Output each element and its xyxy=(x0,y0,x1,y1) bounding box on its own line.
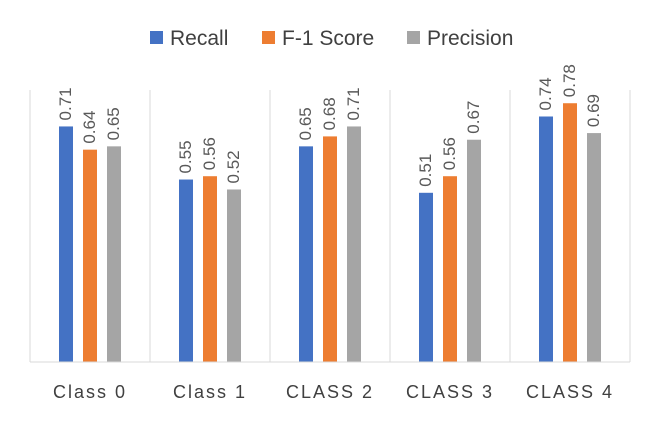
bar-f-1-score-class-1 xyxy=(203,176,217,362)
data-label-recall-class-2: 0.65 xyxy=(296,107,315,140)
data-label-f-1-score-class-1: 0.56 xyxy=(200,137,219,170)
bar-precision-class-0 xyxy=(107,146,121,362)
x-tick-label-class-0: Class 0 xyxy=(53,382,127,402)
bar-recall-class-4 xyxy=(539,116,553,363)
data-labels: 0.71 0.64 0.65 0.55 0.56 0.52 0.65 0.68 0.71 0.51… xyxy=(56,64,603,187)
bars xyxy=(59,103,601,363)
data-label-f-1-score-class-3: 0.56 xyxy=(440,137,459,170)
data-label-f-1-score-class-2: 0.68 xyxy=(320,97,339,130)
legend-swatch-precision xyxy=(407,31,420,44)
bar-recall-class-1 xyxy=(179,179,193,362)
x-tick-label-class-3: CLASS 3 xyxy=(406,382,494,402)
legend-label-recall: Recall xyxy=(170,27,228,50)
data-label-precision-class-0: 0.65 xyxy=(104,107,123,140)
bar-recall-class-0 xyxy=(59,126,73,363)
bar-precision-class-3 xyxy=(467,139,481,362)
data-label-f-1-score-class-0: 0.64 xyxy=(80,111,99,144)
bar-recall-class-2 xyxy=(299,146,313,362)
x-tick-label-class-1: Class 1 xyxy=(173,382,247,402)
legend-swatch-recall xyxy=(150,31,163,44)
data-label-precision-class-1: 0.52 xyxy=(224,150,243,183)
bar-precision-class-2 xyxy=(347,126,361,363)
bar-precision-class-4 xyxy=(587,133,601,362)
legend: Recall F-1 Score Precision xyxy=(150,27,513,50)
bar-precision-class-1 xyxy=(227,189,241,362)
x-tick-labels: Class 0 Class 1 CLASS 2 CLASS 3 CLASS 4 xyxy=(53,382,614,402)
bar-f-1-score-class-4 xyxy=(563,103,577,363)
bar-recall-class-3 xyxy=(419,192,433,362)
data-label-recall-class-3: 0.51 xyxy=(416,154,435,187)
legend-swatch-f-1-score xyxy=(262,31,275,44)
category-separators xyxy=(29,90,631,362)
data-label-precision-class-3: 0.67 xyxy=(464,101,483,134)
data-label-recall-class-1: 0.55 xyxy=(176,140,195,173)
x-tick-label-class-4: CLASS 4 xyxy=(526,382,614,402)
legend-label-precision: Precision xyxy=(427,27,513,50)
data-label-precision-class-4: 0.69 xyxy=(584,94,603,127)
x-tick-label-class-2: CLASS 2 xyxy=(286,382,374,402)
bar-f-1-score-class-3 xyxy=(443,176,457,362)
data-label-precision-class-2: 0.71 xyxy=(344,87,363,120)
bar-f-1-score-class-0 xyxy=(83,149,97,362)
data-label-recall-class-4: 0.74 xyxy=(536,77,555,110)
legend-label-f-1-score: F-1 Score xyxy=(282,27,374,50)
data-label-recall-class-0: 0.71 xyxy=(56,87,75,120)
bar-f-1-score-class-2 xyxy=(323,136,337,362)
data-label-f-1-score-class-4: 0.78 xyxy=(560,64,579,97)
